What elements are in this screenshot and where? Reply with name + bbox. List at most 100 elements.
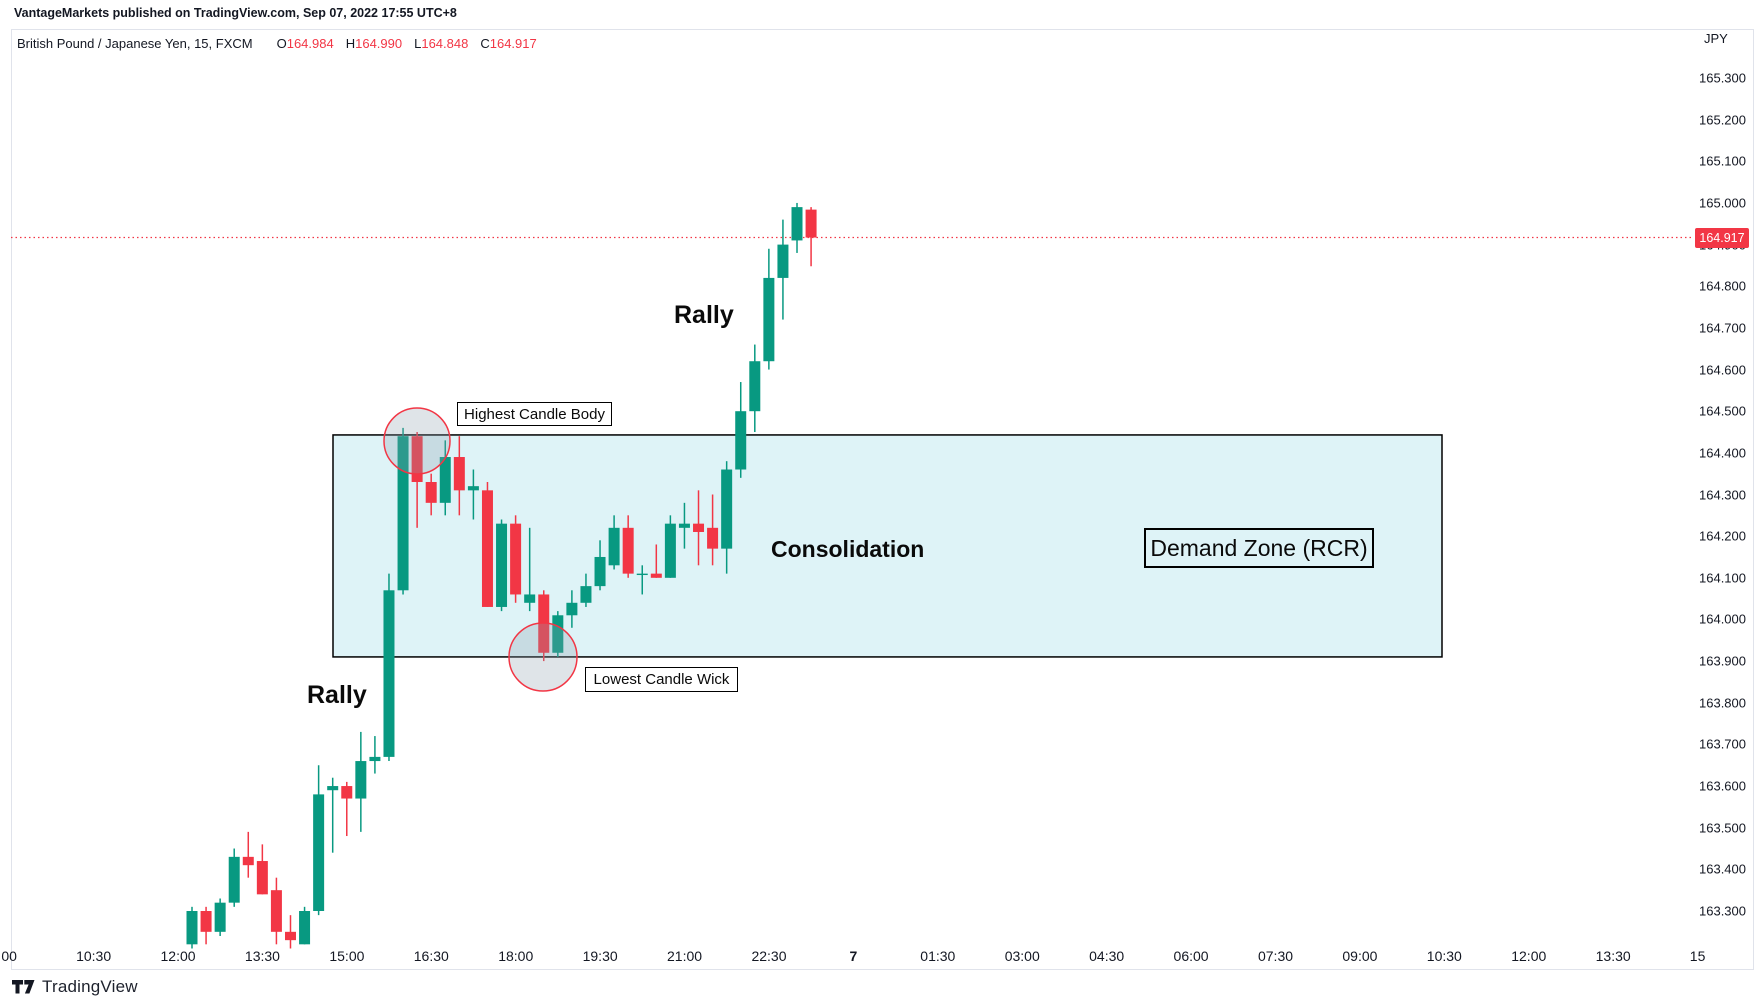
candle-body-up (496, 523, 508, 607)
price-tick: 163.800 (1699, 695, 1746, 711)
rally-label-upper: Rally (674, 301, 734, 329)
price-tick: 165.200 (1699, 112, 1746, 128)
candle-body-up (678, 523, 690, 528)
price-tick: 165.100 (1699, 153, 1746, 169)
candle-body-up (608, 527, 620, 566)
candle-body-down (805, 209, 817, 238)
time-tick: 22:30 (751, 948, 787, 964)
price-tick: 164.800 (1699, 278, 1746, 294)
candle-body-up (186, 911, 198, 945)
candle-body-down (510, 523, 522, 595)
highest-candle-circle (383, 407, 451, 475)
open-value: 164.984 (286, 36, 334, 51)
candle-body-up (228, 856, 240, 903)
candle-body-up (327, 786, 339, 791)
time-tick: 10:30 (1426, 948, 1462, 964)
price-tick: 164.300 (1699, 487, 1746, 502)
candle-body-down (341, 786, 353, 799)
open-label: O (276, 36, 287, 51)
candle-body-up (594, 556, 606, 587)
candle-body-down (411, 436, 423, 483)
low-value: 164.848 (421, 36, 469, 51)
time-tick: 19:30 (582, 948, 618, 964)
time-tick: 12:00 (160, 948, 196, 964)
candle-body-up (735, 411, 747, 470)
close-label: C (480, 36, 490, 51)
time-tick: 15 (1689, 948, 1706, 964)
time-tick: 06:00 (1173, 948, 1209, 964)
tradingview-icon (12, 980, 35, 994)
candle-body-up (721, 469, 733, 549)
price-tick: 164.400 (1699, 445, 1746, 461)
symbol-title: British Pound / Japanese Yen, 15, FXCM (17, 36, 253, 51)
candle-body-up (383, 590, 395, 757)
time-tick: 13:30 (1595, 948, 1631, 964)
highest-candle-body-label: Highest Candle Body (457, 402, 612, 426)
low-label: L (414, 36, 422, 51)
price-tick: 163.300 (1699, 903, 1746, 919)
tradingview-logo-link[interactable]: TradingView (12, 977, 138, 997)
candle-body-up (552, 615, 564, 653)
attribution-text: VantageMarkets published on TradingView.… (14, 6, 457, 20)
time-tick: 07:30 (1257, 948, 1294, 964)
time-tick: 04:30 (1089, 948, 1125, 964)
candle-body-up (749, 361, 761, 412)
high-label: H (345, 36, 356, 51)
candle-body-down (453, 457, 465, 491)
candle-body-up (369, 756, 381, 762)
currency-label: JPY (1704, 31, 1728, 46)
candle-body-up (580, 586, 592, 603)
candle-body-down (693, 523, 705, 532)
candle-body-up (763, 277, 775, 362)
price-tick: 164.700 (1699, 320, 1746, 336)
close-value: 164.917 (489, 36, 537, 51)
tradingview-brand-text: TradingView (42, 977, 138, 996)
candle-body-down (242, 856, 254, 866)
time-tick: 01:30 (920, 948, 956, 964)
candle-body-down (622, 527, 634, 574)
candle-body-down (707, 527, 719, 549)
time-tick: 10:30 (76, 948, 112, 964)
candle-body-down (284, 931, 296, 941)
price-tick: 165.300 (1699, 70, 1746, 86)
consolidation-label: Consolidation (771, 536, 925, 562)
candle-body-up (214, 902, 226, 932)
demand-zone-label: Demand Zone (RCR) (1144, 528, 1374, 568)
time-tick: 16:30 (413, 948, 449, 964)
candle-body-up (566, 602, 578, 616)
candle-body-up (299, 911, 311, 945)
time-tick: 12:00 (1511, 948, 1547, 964)
price-tick: 164.200 (1699, 528, 1746, 544)
lowest-candle-circle (508, 622, 578, 692)
candle-body-down (200, 911, 212, 932)
last-price-tag: 164.917 (1695, 227, 1749, 248)
price-tick: 165.000 (1699, 195, 1746, 211)
price-tick: 164.000 (1699, 611, 1746, 627)
price-tick: 163.700 (1699, 736, 1746, 752)
price-tick: 163.400 (1699, 861, 1746, 877)
price-tick: 163.500 (1699, 820, 1746, 836)
lowest-candle-wick-label: Lowest Candle Wick (585, 667, 738, 692)
price-tick: 164.100 (1699, 570, 1746, 586)
candle-body-down (256, 861, 268, 895)
time-tick: 09:00 (1342, 948, 1378, 964)
chart-legend: British Pound / Japanese Yen, 15, FXCM O… (17, 36, 537, 51)
rally-label-lower: Rally (307, 681, 367, 709)
candle-body-up (439, 457, 451, 503)
candle-body-down (270, 890, 282, 932)
price-tick: 164.500 (1699, 403, 1746, 419)
candle-body-up (636, 573, 648, 576)
time-tick: 21:00 (667, 948, 703, 964)
time-tick: 03:00 (1004, 948, 1040, 964)
time-tick: 00 (1, 948, 17, 964)
candle-body-up (791, 207, 803, 241)
price-tick: 163.600 (1699, 778, 1746, 794)
time-tick: 18:00 (498, 948, 534, 964)
candle-body-up (777, 244, 789, 278)
candle-body-up (524, 594, 536, 603)
price-tick: 164.600 (1699, 362, 1746, 378)
time-tick: 15:00 (329, 948, 365, 964)
price-tick: 163.900 (1699, 653, 1746, 669)
